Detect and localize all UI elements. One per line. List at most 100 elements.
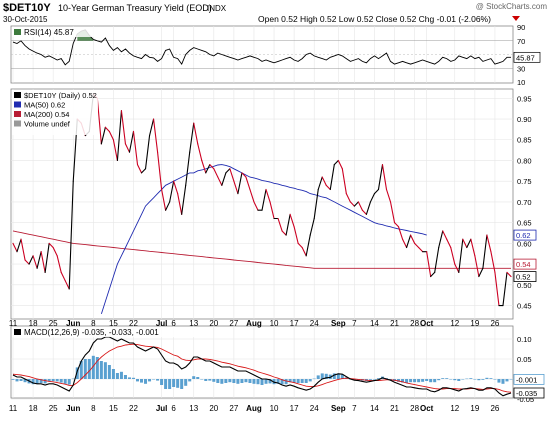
price-segment bbox=[197, 143, 203, 162]
macd-histogram-bar bbox=[152, 379, 156, 380]
x-tick-label: 17 bbox=[290, 319, 299, 328]
price-segment bbox=[132, 130, 139, 166]
price-gridlines bbox=[11, 89, 513, 319]
price-segment bbox=[329, 164, 335, 191]
price-legend-entry: $DET10Y (Daily) 0.52 bbox=[24, 91, 97, 100]
instrument-name: 10-Year German Treasury Yield (EOD) bbox=[58, 3, 212, 13]
macd-histogram-bar bbox=[168, 379, 172, 389]
price-segment bbox=[301, 246, 307, 257]
price-segment bbox=[185, 151, 191, 186]
price-tick-label: 0.95 bbox=[517, 94, 532, 103]
x-tick-label: Jul bbox=[156, 319, 168, 328]
price-segment bbox=[245, 176, 251, 191]
x-tick-label: 26 bbox=[490, 404, 499, 413]
price-segment bbox=[353, 201, 359, 207]
price-segment bbox=[361, 209, 367, 215]
price-segment bbox=[377, 164, 384, 191]
price-segment bbox=[112, 139, 118, 162]
macd-histogram-bar bbox=[368, 379, 372, 380]
macd-end-labels: -0.001 -0.035 bbox=[513, 373, 545, 399]
price-segment bbox=[209, 164, 215, 170]
macd-histogram-bar bbox=[63, 379, 67, 384]
macd-histogram-bar bbox=[244, 379, 248, 383]
price-segment bbox=[253, 201, 259, 211]
price-segment bbox=[309, 217, 315, 236]
macd-histogram-bar bbox=[43, 379, 47, 384]
macd-histogram-bar bbox=[160, 379, 164, 385]
macd-histogram-bar bbox=[453, 379, 457, 381]
price-segment bbox=[193, 122, 199, 145]
macd-histogram-bar bbox=[131, 377, 135, 379]
x-tick-label: Aug bbox=[246, 319, 262, 328]
x-tick-label: 17 bbox=[290, 404, 299, 413]
macd-histogram-bar bbox=[176, 379, 180, 388]
x-tick-label: 12 bbox=[450, 319, 459, 328]
macd-histogram-bar bbox=[421, 379, 425, 382]
price-tick-label: 0.50 bbox=[517, 281, 532, 290]
macd-histogram-bar bbox=[304, 379, 308, 383]
price-segment bbox=[221, 172, 227, 186]
macd-histogram-bar bbox=[497, 379, 501, 383]
price-segment bbox=[32, 255, 38, 269]
macd-histogram-bar bbox=[192, 376, 196, 379]
macd-histogram-bar bbox=[501, 379, 505, 384]
price-segment bbox=[40, 251, 46, 273]
macd-histogram-bar bbox=[59, 379, 63, 383]
x-tick-label: 25 bbox=[49, 319, 58, 328]
macd-histogram-bar bbox=[115, 373, 119, 379]
price-segment bbox=[48, 242, 54, 249]
price-tick-label: 0.85 bbox=[517, 136, 532, 145]
price-segment bbox=[144, 135, 151, 170]
x-tick-label: 22 bbox=[129, 319, 138, 328]
macd-histogram-bar bbox=[208, 379, 212, 381]
macd-histogram-bar bbox=[220, 379, 224, 384]
macd-histogram-bar bbox=[232, 379, 236, 383]
macd-histogram-bar bbox=[332, 373, 336, 379]
price-segment bbox=[24, 259, 30, 265]
macd-histogram-bar bbox=[300, 379, 304, 383]
macd-legend-swatch bbox=[14, 329, 21, 335]
rsi-gridlines bbox=[11, 26, 513, 83]
price-segment bbox=[285, 213, 291, 236]
macd-histogram-bar bbox=[19, 379, 23, 381]
macd-histogram-bar bbox=[457, 379, 461, 381]
price-segment bbox=[140, 168, 147, 174]
macd-histogram-bar bbox=[75, 367, 79, 379]
x-tick-label: 6 bbox=[171, 319, 176, 328]
x-tick-label: 10 bbox=[270, 404, 279, 413]
macd-histogram-bar bbox=[481, 379, 485, 380]
macd-histogram-bar bbox=[156, 379, 160, 381]
price-segment bbox=[20, 238, 26, 261]
macd-histogram-bar bbox=[465, 378, 469, 380]
price-segment bbox=[157, 151, 163, 191]
x-tick-label: 15 bbox=[109, 319, 118, 328]
symbol-label: $DET10Y bbox=[3, 2, 51, 14]
price-segment bbox=[434, 246, 440, 273]
x-tick-label: 21 bbox=[390, 319, 399, 328]
x-tick-label: 24 bbox=[310, 319, 319, 328]
x-tick-label: 18 bbox=[29, 319, 38, 328]
rsi-legend-bg bbox=[12, 27, 100, 37]
price-segment bbox=[289, 213, 295, 228]
price-segment bbox=[44, 242, 50, 273]
price-segment bbox=[333, 159, 339, 166]
price-segment bbox=[277, 217, 283, 232]
ma50-end-value: 0.62 bbox=[516, 231, 531, 240]
price-segment bbox=[56, 255, 62, 273]
macd-histogram-bar bbox=[228, 379, 232, 383]
macd-histogram-bar bbox=[449, 379, 453, 380]
macd-histogram-bar bbox=[144, 379, 148, 384]
price-segment bbox=[341, 168, 347, 195]
macd-histogram-bar bbox=[47, 379, 51, 382]
macd-histogram-bar bbox=[473, 379, 477, 380]
price-segment bbox=[161, 188, 167, 211]
macd-histogram-bar bbox=[55, 379, 59, 382]
ma200-end-value: 0.54 bbox=[516, 260, 531, 269]
x-tick-label: 19 bbox=[470, 404, 479, 413]
price-tick-label: 0.60 bbox=[517, 239, 532, 248]
price-segment bbox=[470, 238, 476, 257]
macd-histogram-bar bbox=[196, 377, 200, 379]
macd-histogram-bar bbox=[140, 379, 144, 383]
price-segment bbox=[474, 255, 480, 278]
